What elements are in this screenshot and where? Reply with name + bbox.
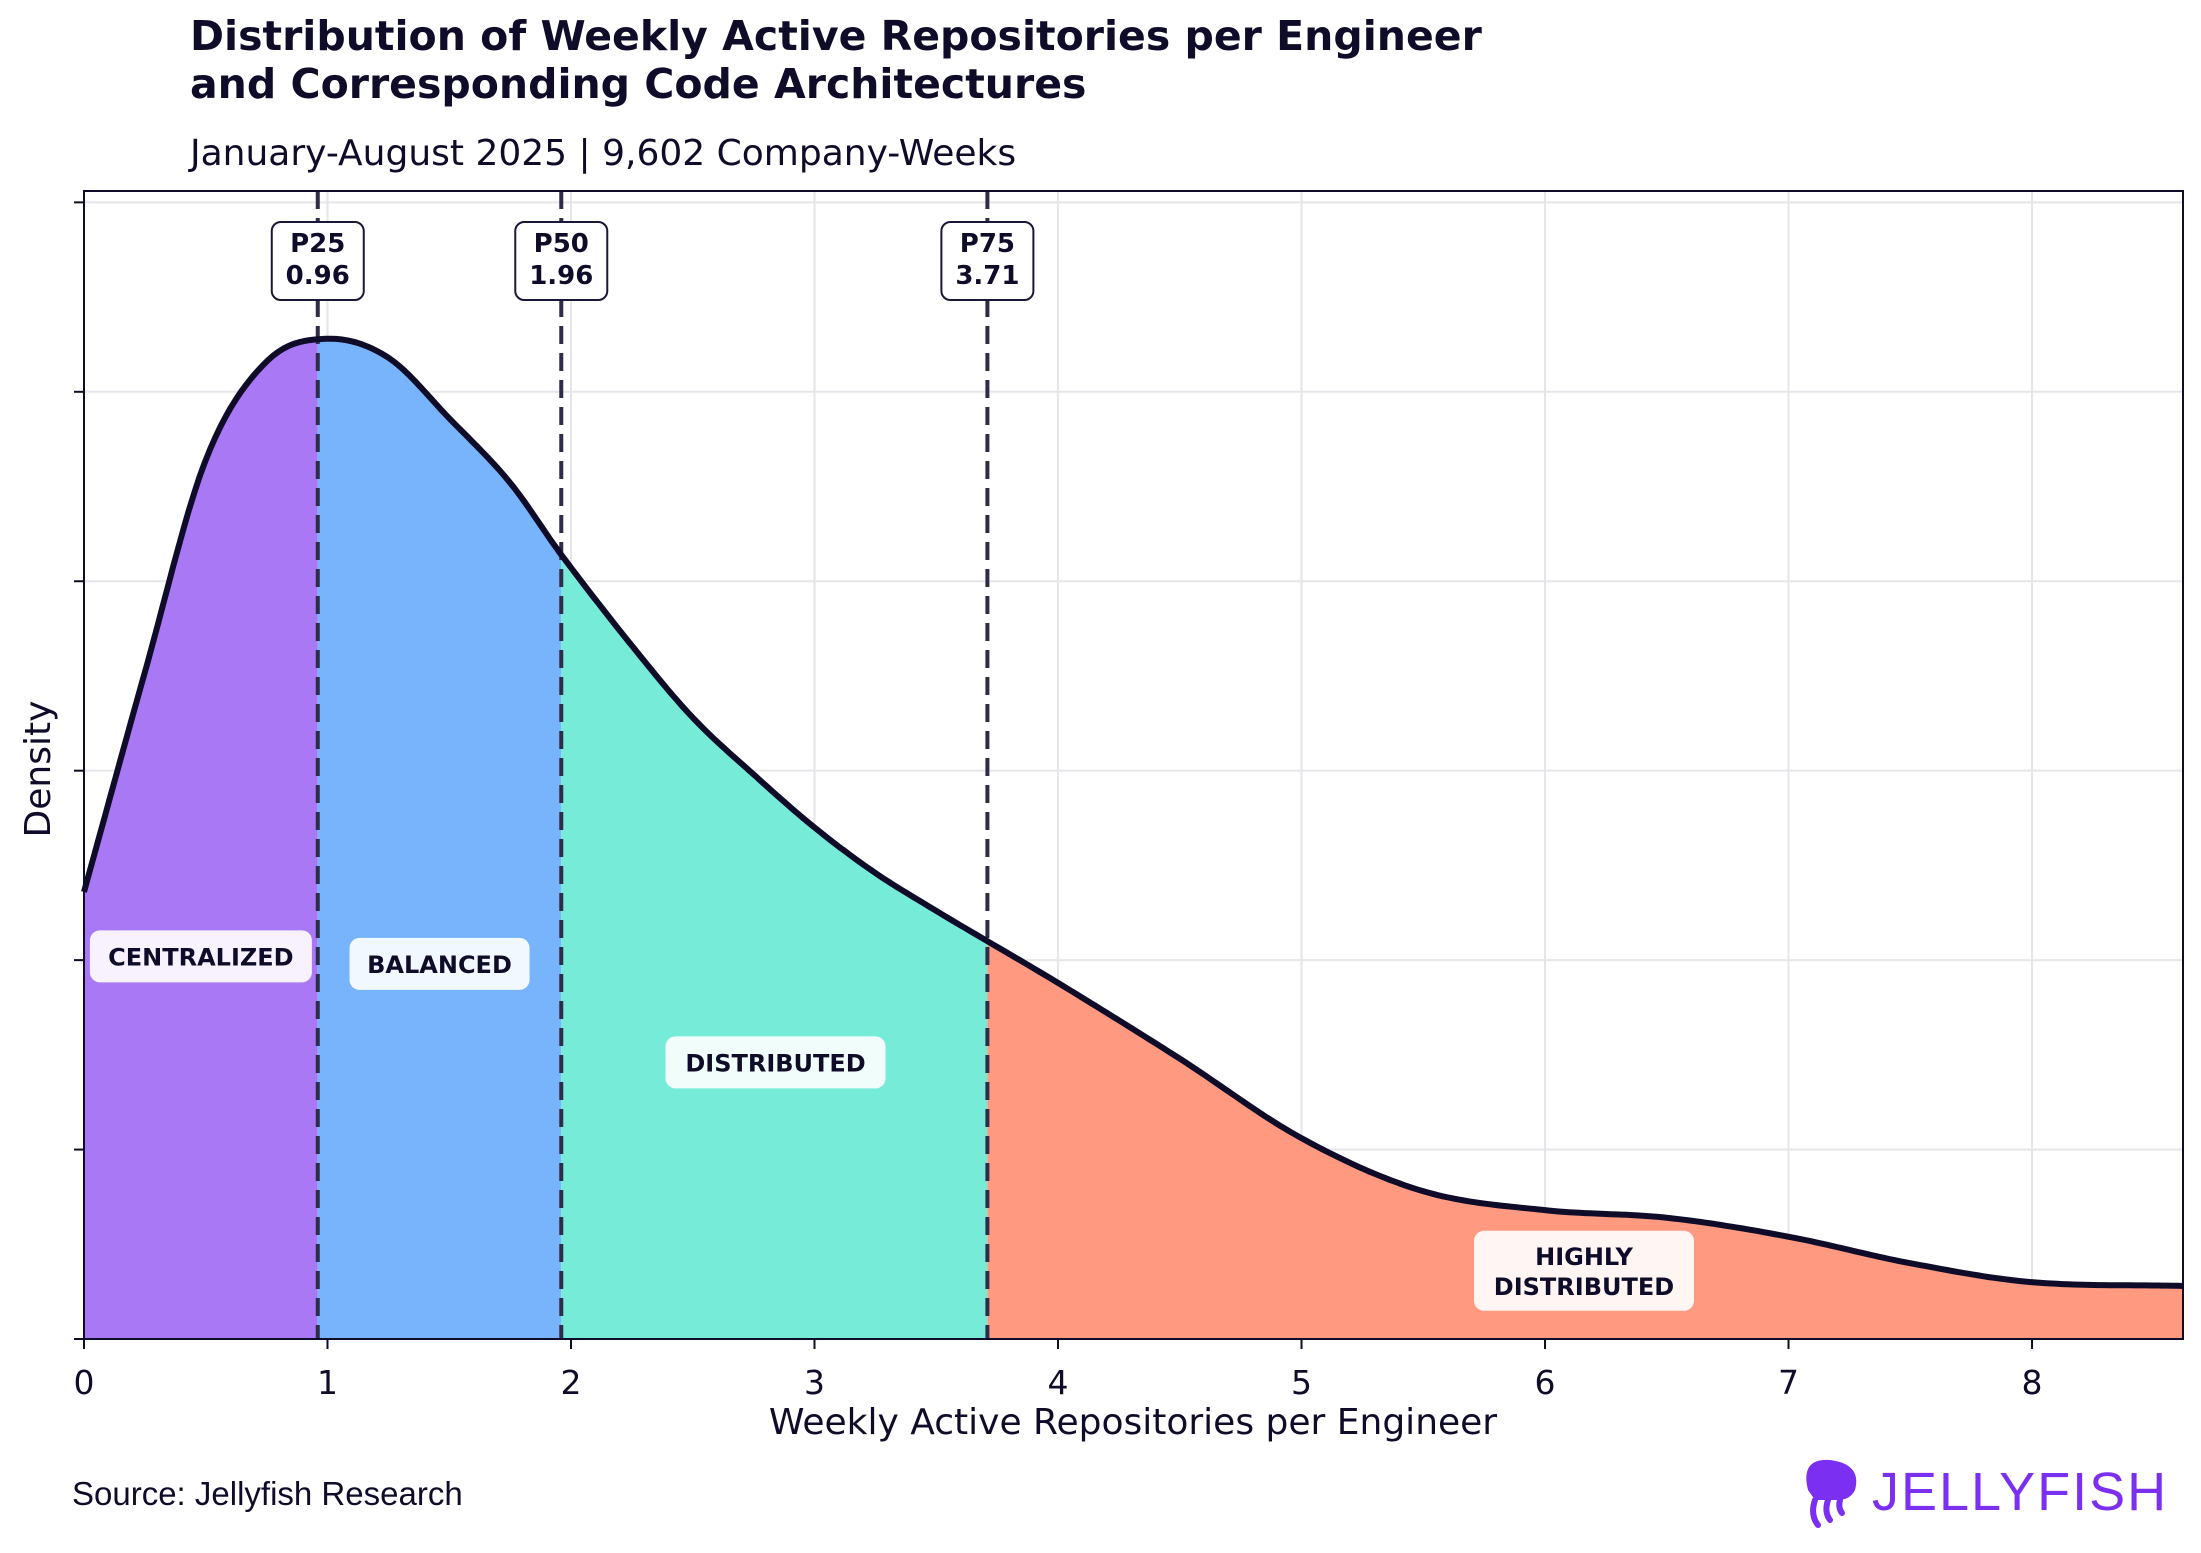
source-note: Source: Jellyfish Research [72, 1475, 463, 1512]
percentile-lines [315, 191, 990, 1339]
percentile-value: 1.96 [529, 261, 593, 291]
x-tick-label: 0 [74, 1363, 95, 1402]
jellyfish-icon [1806, 1459, 1857, 1528]
x-tick-label: 1 [317, 1363, 338, 1402]
region-fill-balanced [317, 338, 562, 1339]
region-label-centralized: CENTRALIZED [108, 943, 293, 971]
region-label-box [1473, 1230, 1694, 1311]
x-axis-label: Weekly Active Repositories per Engineer [769, 1402, 1497, 1443]
region-label-balanced: BALANCED [367, 951, 512, 979]
region-label-box [665, 1036, 886, 1089]
x-tick-label: 7 [1778, 1363, 1799, 1402]
region-label-highly-distributed: HIGHLY [1535, 1243, 1633, 1271]
region-label-box [349, 937, 530, 990]
density-curve [81, 335, 2184, 1289]
x-tick-label: 8 [2022, 1363, 2043, 1402]
x-tick-label: 2 [561, 1363, 582, 1402]
percentile-name: P50 [534, 229, 589, 259]
region-fill-centralized [84, 339, 318, 1339]
plot-frame [83, 190, 2184, 1340]
chart-subtitle: January-August 2025 | 9,602 Company-Week… [188, 133, 1016, 174]
x-tick-label: 5 [1291, 1363, 1312, 1402]
region-label-box [89, 930, 312, 983]
region-fills [84, 338, 2183, 1339]
region-label-distributed: DISTRIBUTED [685, 1049, 865, 1077]
x-tick-label: 3 [804, 1363, 825, 1402]
region-label-highly-distributed: DISTRIBUTED [1494, 1273, 1674, 1301]
chart-title-line-1: Distribution of Weekly Active Repositori… [190, 12, 1483, 60]
percentile-value: 0.96 [286, 261, 350, 291]
logo-text: JELLYFISH [1872, 1462, 2168, 1522]
jellyfish-logo: JELLYFISH [1806, 1459, 2168, 1528]
percentile-name: P25 [290, 229, 345, 259]
percentile-value: 3.71 [955, 261, 1019, 291]
percentile-box-p75 [940, 221, 1035, 301]
percentile-name: P75 [960, 229, 1015, 259]
x-tick-label: 6 [1535, 1363, 1556, 1402]
region-fill-distributed [561, 554, 988, 1339]
x-tick-label: 4 [1048, 1363, 1069, 1402]
region-fill-highly-distributed [987, 941, 2183, 1339]
axis-ticks: 0 1 2 3 4 5 6 7 8 [74, 201, 2043, 1402]
percentile-box-p25 [270, 221, 365, 301]
y-axis-label: Density [18, 701, 59, 838]
chart-title-line-2: and Corresponding Code Architectures [190, 60, 1086, 108]
percentile-box-p50 [514, 221, 609, 301]
region-labels: CENTRALIZED BALANCEDDISTRIBUTEDHIGHLYDIST… [89, 930, 1694, 1311]
